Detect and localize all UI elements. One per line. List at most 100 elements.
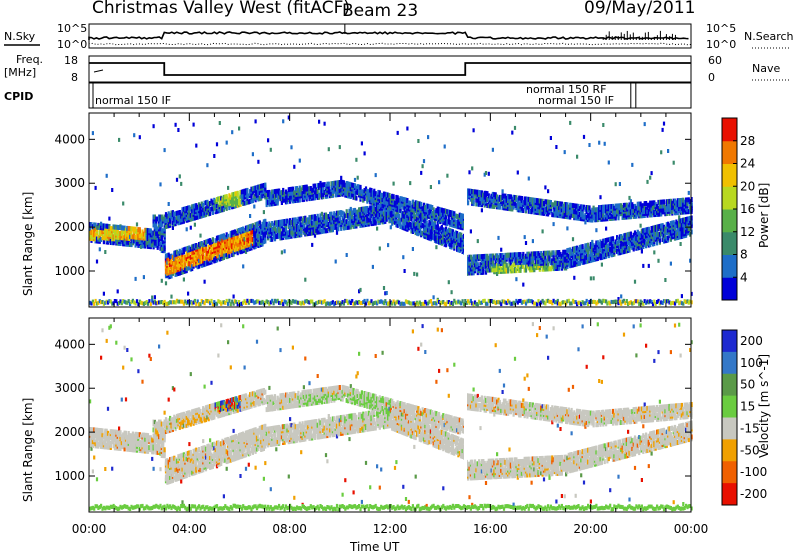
ground-cell <box>159 300 162 305</box>
cpid-label-1: normal 150 IF <box>95 94 172 107</box>
echo-cell <box>308 219 311 224</box>
echo-cell <box>284 199 288 205</box>
echo-cell <box>173 266 176 272</box>
echo-cell <box>327 221 330 227</box>
echo-cell <box>163 244 166 250</box>
ground-cell <box>331 300 334 305</box>
ground-cell <box>282 302 285 307</box>
echo-cell <box>152 230 155 236</box>
ground-cell <box>138 299 141 304</box>
echo-cell <box>282 227 285 233</box>
echo-cell <box>166 253 169 259</box>
echo-cell <box>318 182 321 188</box>
freq-lo: 8 <box>71 71 78 84</box>
scatter-cell <box>378 246 381 251</box>
scatter-cell <box>97 225 100 230</box>
echo-cell <box>228 253 231 259</box>
echo-cell <box>170 267 173 273</box>
echo-cell <box>156 240 159 246</box>
scatter-cell <box>164 281 168 286</box>
echo-cell <box>215 197 219 202</box>
scatter-cell <box>589 276 592 281</box>
echo-cell <box>148 228 151 234</box>
echo-cell <box>202 212 205 218</box>
echo-cell <box>268 201 271 207</box>
echo-cell <box>279 229 282 235</box>
scatter-cell <box>319 180 322 185</box>
nave-label: Nave <box>752 62 781 75</box>
echo-cell <box>324 228 328 234</box>
freq-unit-label: [MHz] <box>4 66 37 79</box>
scatter-cell <box>371 264 374 269</box>
echo-cell <box>127 230 130 235</box>
scatter-cell <box>523 235 526 240</box>
echo-cell <box>137 242 140 248</box>
scatter-cell <box>500 247 503 252</box>
echo-cell <box>159 214 162 220</box>
echo-cell <box>189 206 192 212</box>
nave-hi: 60 <box>708 54 722 67</box>
echo-cell <box>200 254 203 260</box>
echo-cell <box>236 234 239 240</box>
echo-cell <box>160 246 163 251</box>
echo-cell <box>170 253 173 259</box>
echo-cell <box>244 200 248 206</box>
echo-cell <box>251 237 254 242</box>
echo-cell <box>166 213 169 219</box>
ground-cell <box>100 300 103 305</box>
scatter-cell <box>607 160 610 165</box>
ground-cell <box>330 301 333 305</box>
echo-cell <box>272 228 275 234</box>
echo-cell <box>271 195 274 201</box>
echo-cell <box>239 190 242 195</box>
echo-cell <box>291 186 294 192</box>
ground-cell <box>118 301 121 305</box>
scatter-cell <box>356 175 359 180</box>
echo-cell <box>185 215 188 221</box>
echo-cell <box>174 256 177 262</box>
echo-cell <box>184 212 187 218</box>
echo-cell <box>278 231 281 237</box>
power-panel <box>88 112 693 308</box>
ground-cell <box>255 299 259 304</box>
scatter-cell <box>160 278 163 283</box>
echo-cell <box>308 215 311 221</box>
echo-cell <box>124 231 128 237</box>
echo-cell <box>112 234 115 240</box>
echo-cell <box>174 211 177 217</box>
ground-cell <box>95 301 99 306</box>
freq-hi: 18 <box>64 54 78 67</box>
echo-cell <box>207 252 210 258</box>
echo-cell <box>146 228 150 234</box>
echo-cell <box>267 199 270 205</box>
cpid-frame <box>88 82 692 109</box>
echo-cell <box>218 234 221 240</box>
ground-cell <box>286 301 289 306</box>
echo-cell <box>251 190 254 196</box>
echo-cell <box>184 206 187 212</box>
scatter-cell <box>340 175 343 180</box>
echo-cell <box>316 219 319 225</box>
echo-cell <box>251 186 254 192</box>
ground-cell <box>272 301 275 306</box>
echo-cell <box>204 251 208 257</box>
echo-cell <box>94 232 97 238</box>
echo-cell <box>258 238 261 244</box>
echo-cell <box>312 193 315 199</box>
ground-cell <box>127 299 130 304</box>
echo-cell <box>155 222 158 228</box>
scatter-cell <box>595 228 598 233</box>
echo-cell <box>311 187 314 193</box>
echo-cell <box>181 217 184 223</box>
echo-cell <box>112 224 115 230</box>
scatter-cell <box>140 244 143 249</box>
scatter-cell <box>468 170 471 175</box>
echo-cell <box>300 187 303 193</box>
ground-cell <box>221 300 224 305</box>
echo-cell <box>155 216 158 222</box>
ground-cell <box>149 301 152 306</box>
echo-cell <box>198 214 201 220</box>
echo-cell <box>192 243 195 249</box>
scatter-cell <box>94 185 97 190</box>
scatter-cell <box>353 177 357 182</box>
